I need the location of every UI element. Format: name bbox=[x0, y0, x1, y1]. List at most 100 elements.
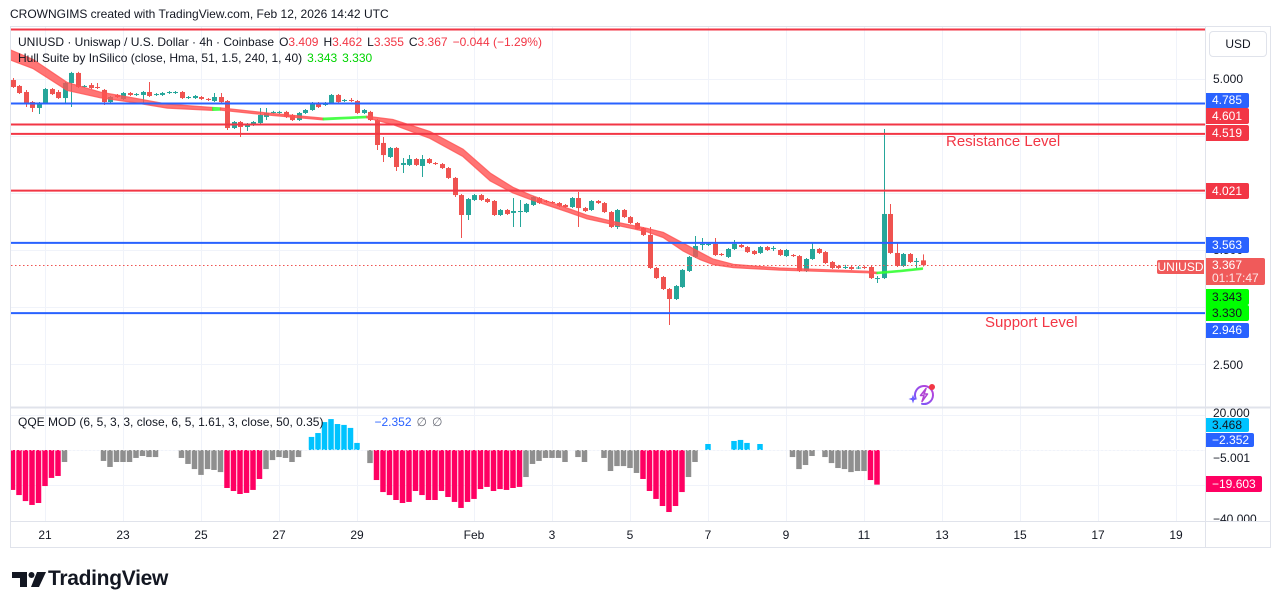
qqe-bar bbox=[289, 450, 295, 463]
qqe-bar bbox=[191, 450, 198, 470]
hull-band-up bbox=[876, 267, 924, 275]
candle-body bbox=[82, 85, 87, 87]
qqe-axis[interactable]: 20.000 −5.001 −40.000 3.468 −2.352 −19.6… bbox=[1206, 408, 1271, 521]
candle-body bbox=[466, 199, 471, 216]
candle-body bbox=[563, 204, 568, 208]
chart-border bbox=[10, 26, 1271, 548]
qqe-bar bbox=[48, 450, 55, 478]
candle-down bbox=[505, 208, 510, 216]
qqe-pane[interactable] bbox=[10, 419, 1205, 513]
time-tick-label: 23 bbox=[116, 528, 130, 542]
candle-up bbox=[258, 107, 263, 125]
qqe-bar bbox=[243, 450, 250, 493]
high-label: H bbox=[323, 35, 333, 49]
qqe-bar bbox=[126, 450, 133, 463]
candle-body bbox=[901, 253, 906, 266]
hull-suite-legend[interactable]: Hull Suite by InSilico (close, Hma, 51, … bbox=[18, 51, 372, 65]
support-level-text[interactable]: Support Level bbox=[985, 314, 1078, 331]
grid-lines bbox=[11, 27, 1205, 522]
qqe-bar bbox=[477, 450, 484, 490]
qqe-bar bbox=[581, 450, 588, 463]
qqe-bar bbox=[185, 450, 191, 464]
candle-down bbox=[667, 287, 672, 326]
candle-body bbox=[609, 212, 614, 227]
candle-body bbox=[43, 89, 48, 104]
candle-body bbox=[446, 168, 451, 178]
candle-down bbox=[440, 163, 445, 170]
qqe-bar bbox=[61, 450, 68, 463]
currency-button[interactable]: USD bbox=[1209, 31, 1267, 57]
candle-down bbox=[349, 98, 354, 103]
qqe-bar bbox=[29, 450, 35, 505]
candle-up bbox=[524, 203, 529, 213]
candle-body bbox=[303, 110, 308, 113]
candle-body bbox=[147, 91, 152, 96]
candle-down bbox=[908, 252, 913, 263]
qqe-bar bbox=[315, 433, 321, 450]
qqe-bar bbox=[822, 450, 828, 458]
candle-body bbox=[862, 266, 867, 269]
qqe-bar bbox=[178, 450, 185, 458]
candle-down bbox=[745, 246, 750, 253]
candle-body bbox=[56, 91, 61, 99]
qqe-bar bbox=[120, 450, 126, 463]
candle-body bbox=[719, 253, 724, 256]
qqe-bar bbox=[419, 450, 425, 496]
candle-up bbox=[784, 248, 789, 257]
qqe-bar bbox=[276, 450, 282, 458]
price-tick-label: 2.500 bbox=[1213, 358, 1244, 372]
candle-body bbox=[316, 103, 321, 108]
lightning-badge-icon[interactable] bbox=[906, 381, 938, 407]
main-series-legend[interactable]: UNIUSD · Uniswap / U.S. Dollar · 4h · Co… bbox=[18, 35, 542, 49]
hull-label-2: 3.330 bbox=[1206, 305, 1249, 321]
candle-up bbox=[810, 242, 815, 260]
candle-down bbox=[180, 90, 185, 99]
qqe-bar bbox=[211, 450, 217, 470]
time-tick-label: 7 bbox=[704, 528, 712, 542]
open-value: 3.409 bbox=[288, 35, 319, 49]
candle-down bbox=[485, 198, 490, 204]
candle-body bbox=[219, 97, 224, 103]
candle-body bbox=[557, 203, 562, 206]
resistance-level-text[interactable]: Resistance Level bbox=[946, 133, 1061, 150]
candle-body bbox=[661, 277, 666, 289]
price-axis[interactable]: USD 5.000 3.500 2.500 4.785 4.601 4.519 … bbox=[1206, 27, 1271, 407]
qqe-bar bbox=[16, 450, 22, 496]
qqe-bar bbox=[744, 442, 750, 450]
price-pane[interactable] bbox=[9, 28, 1205, 326]
candle-body bbox=[472, 195, 477, 200]
candle-down bbox=[830, 260, 835, 270]
candle-down bbox=[56, 89, 61, 99]
qqe-bar bbox=[113, 450, 120, 463]
candle-body bbox=[596, 200, 601, 204]
hull-suite-band[interactable] bbox=[9, 49, 924, 275]
candle-body bbox=[856, 267, 861, 269]
time-tick-label: 3 bbox=[548, 528, 556, 542]
candle-down bbox=[849, 265, 854, 270]
qqe-bar bbox=[562, 450, 568, 463]
qqe-value-label: −2.352 bbox=[1206, 433, 1254, 447]
candle-body bbox=[173, 91, 178, 94]
qqe-mod-legend[interactable]: QQE MOD (6, 5, 3, 3, close, 6, 5, 1.61, … bbox=[18, 415, 442, 429]
candle-down bbox=[862, 265, 867, 270]
candle-body bbox=[30, 102, 35, 108]
qqe-bar bbox=[35, 450, 42, 504]
qqe-bar bbox=[22, 450, 29, 502]
hull-band-up bbox=[322, 115, 368, 121]
candle-up bbox=[882, 129, 887, 279]
candle-body bbox=[713, 243, 718, 256]
qqe-bar bbox=[55, 450, 61, 476]
qqe-bar bbox=[705, 443, 711, 450]
candle-body bbox=[342, 99, 347, 102]
candle-down bbox=[11, 77, 16, 89]
qqe-bar bbox=[796, 450, 802, 470]
horizontal-lines[interactable] bbox=[11, 28, 1205, 315]
qqe-bar bbox=[217, 450, 224, 473]
candle-body bbox=[498, 209, 503, 216]
candle-body bbox=[648, 234, 653, 269]
time-axis[interactable]: 21 23 25 27 29 Feb 3 5 7 9 11 13 15 17 1… bbox=[11, 522, 1205, 548]
hull-value-1: 3.343 bbox=[307, 51, 338, 65]
candle-body bbox=[895, 252, 900, 266]
candle-down bbox=[628, 216, 633, 225]
